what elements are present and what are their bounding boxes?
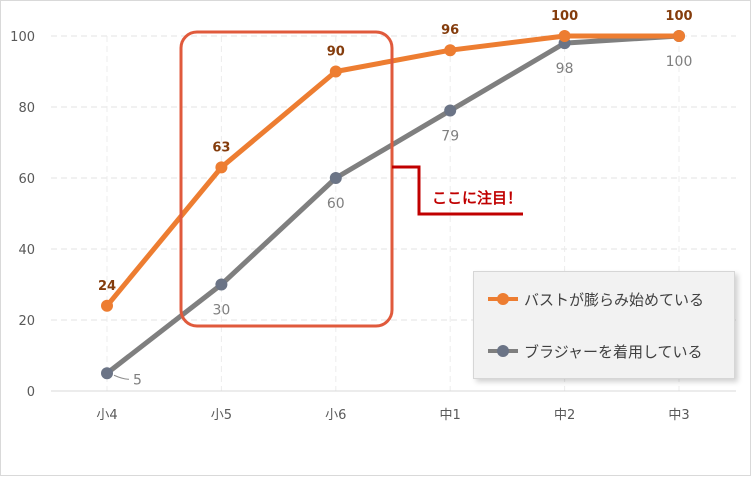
data-label-series-0: 100	[551, 9, 578, 24]
series-1-point	[215, 278, 228, 291]
series-0-point	[444, 44, 457, 57]
data-label-series-0: 63	[212, 140, 230, 155]
series-0-point	[558, 30, 571, 42]
x-tick-label: 中3	[668, 408, 689, 423]
data-label-series-1: 98	[556, 61, 574, 77]
data-label-series-0: 24	[98, 279, 116, 294]
x-tick-label: 中1	[440, 408, 461, 423]
data-label-series-1: 100	[666, 54, 693, 70]
data-label-leader	[113, 374, 130, 380]
data-label-series-0: 100	[665, 9, 692, 24]
series-1-point	[101, 367, 113, 380]
annotation-line	[392, 165, 523, 216]
legend-label-bra: ブラジャーを着用している	[524, 342, 703, 361]
legend-swatch-gray	[488, 344, 518, 358]
y-tick-label: 20	[18, 314, 35, 329]
annotation-text: ここに注目！	[432, 189, 522, 207]
y-tick-label: 80	[18, 101, 35, 116]
legend-label-bust: バストが膨らみ始めている	[524, 290, 705, 309]
data-label-series-0: 96	[441, 23, 459, 38]
series-1-point	[329, 172, 342, 184]
legend-swatch-orange	[488, 292, 518, 306]
y-tick-label: 40	[18, 243, 35, 258]
series-0-point	[215, 161, 228, 174]
data-label-series-1: 60	[327, 196, 345, 212]
series-0-point	[673, 30, 685, 42]
series-1-point	[444, 104, 457, 117]
highlight-box	[179, 30, 394, 328]
x-tick-label: 小6	[325, 408, 346, 423]
x-tick-label: 小4	[96, 408, 117, 423]
legend-item-bust: バストが膨らみ始めている	[488, 286, 720, 312]
legend-item-bra: ブラジャーを着用している	[488, 338, 720, 364]
y-tick-label: 60	[18, 172, 35, 187]
series-0-point	[329, 65, 342, 78]
series-0-point	[101, 299, 113, 312]
data-label-series-1: 79	[441, 129, 459, 145]
x-tick-label: 中2	[554, 408, 575, 423]
y-tick-label: 0	[27, 385, 35, 400]
x-tick-label: 小5	[211, 408, 232, 423]
y-tick-label: 100	[10, 30, 35, 45]
data-label-series-1: 30	[212, 303, 230, 319]
data-label-series-0: 90	[327, 45, 345, 60]
data-label-series-1: 5	[133, 372, 142, 388]
legend: バストが膨らみ始めている ブラジャーを着用している	[473, 271, 735, 379]
